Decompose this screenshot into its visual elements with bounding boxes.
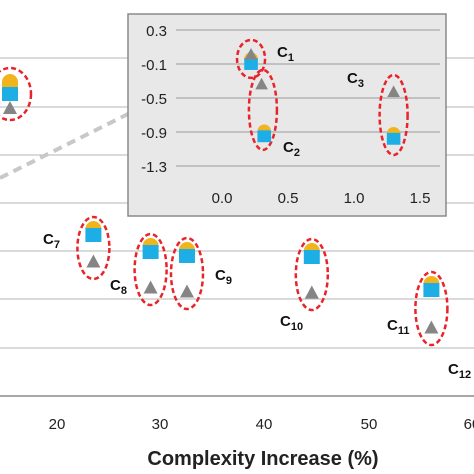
- x-tick-label: 30: [152, 416, 169, 433]
- cluster-label: C10: [280, 313, 303, 333]
- inset-x-tick-label: 1.5: [410, 190, 431, 207]
- triangle-marker: [255, 77, 268, 90]
- inset-chart: 0.3 -0.1 -0.5 -0.9 -1.3 0.0 0.5 1.0 1.5 …: [127, 13, 447, 217]
- inset-y-tick-label: -0.1: [141, 57, 167, 74]
- x-axis-title: Complexity Increase (%): [147, 448, 378, 470]
- cluster-ellipse: [294, 237, 330, 312]
- shield-body: [257, 130, 272, 143]
- shield-marker-body: [2, 87, 18, 101]
- inset-frame: [127, 13, 447, 217]
- x-tick-label: 20: [49, 416, 66, 433]
- inset-y-tick-label: -0.5: [141, 91, 167, 108]
- triangle-marker: [244, 47, 258, 60]
- inset-cluster-labels: C1 C2 C3: [277, 44, 364, 159]
- shield-body: [142, 245, 159, 259]
- cluster-label: C8: [110, 277, 127, 297]
- inset-x-tick-label: 1.0: [344, 190, 365, 207]
- shield-marker: [303, 243, 320, 264]
- cluster-ellipse: [414, 270, 449, 347]
- triangle-marker: [424, 320, 439, 334]
- x-tick-label: 50: [361, 416, 378, 433]
- x-tick-label: 40: [256, 416, 273, 433]
- shield-marker: [257, 124, 272, 143]
- shield-body: [179, 249, 195, 263]
- inset-y-tick-label: -1.3: [141, 159, 167, 176]
- triangle-marker: [180, 284, 194, 298]
- inset-marks: [235, 38, 409, 157]
- inset-cluster-label: C1: [277, 44, 294, 64]
- cluster-label: C11: [387, 317, 409, 337]
- shield-marker: [85, 221, 102, 242]
- inset-y-tick-label: -0.9: [141, 125, 167, 142]
- shield-marker: [2, 74, 18, 88]
- shield-cap: [257, 124, 272, 132]
- x-tick-label: 60: [464, 416, 474, 433]
- shield-marker: [386, 127, 401, 145]
- shield-cap: [303, 243, 320, 251]
- shield-body: [303, 250, 320, 264]
- shield-marker: [142, 238, 159, 259]
- inset-cluster-label: C2: [283, 139, 300, 159]
- shield-cap: [179, 242, 195, 250]
- shield-marker: [423, 276, 440, 297]
- triangle-marker: [3, 101, 17, 114]
- cluster-ellipse: [247, 68, 279, 152]
- inset-x-tick-label: 0.5: [278, 190, 299, 207]
- shield-body: [85, 228, 102, 242]
- edge-cluster: [0, 66, 33, 122]
- shield-cap: [423, 276, 440, 284]
- inset-x-tick-labels: 0.0 0.5 1.0 1.5: [212, 190, 431, 207]
- shield-body: [423, 283, 440, 297]
- cluster-ellipse: [235, 38, 267, 80]
- cluster-ellipse: [0, 66, 33, 122]
- cluster-ellipse: [133, 232, 168, 307]
- cluster-label: C9: [215, 267, 232, 287]
- triangle-marker: [387, 85, 400, 98]
- main-x-tick-labels: 20 30 40 50 60: [49, 416, 474, 433]
- cluster-ellipse: [76, 215, 111, 281]
- shield-body: [386, 132, 401, 145]
- inset-connector: [0, 106, 141, 180]
- shield-body: [244, 58, 258, 70]
- triangle-marker: [304, 285, 319, 299]
- cluster-label: C12: [448, 361, 471, 381]
- main-marks: [76, 215, 449, 347]
- shield-cap: [85, 221, 102, 229]
- triangle-marker: [86, 254, 101, 268]
- shield-cap: [142, 238, 159, 246]
- inset-cluster-label: C3: [347, 70, 364, 90]
- inset-y-tick-labels: 0.3 -0.1 -0.5 -0.9 -1.3: [141, 23, 167, 176]
- main-cluster-labels: C7 C8 C9 C10 C11 C12: [43, 231, 471, 381]
- inset-x-tick-label: 0.0: [212, 190, 233, 207]
- shield-cap: [386, 127, 401, 134]
- cluster-label: C7: [43, 231, 60, 251]
- shield-marker: [179, 242, 195, 263]
- cluster-ellipse: [378, 73, 409, 157]
- inset-y-tick-label: 0.3: [146, 23, 167, 40]
- cluster-ellipse: [169, 236, 205, 311]
- triangle-marker: [143, 280, 158, 294]
